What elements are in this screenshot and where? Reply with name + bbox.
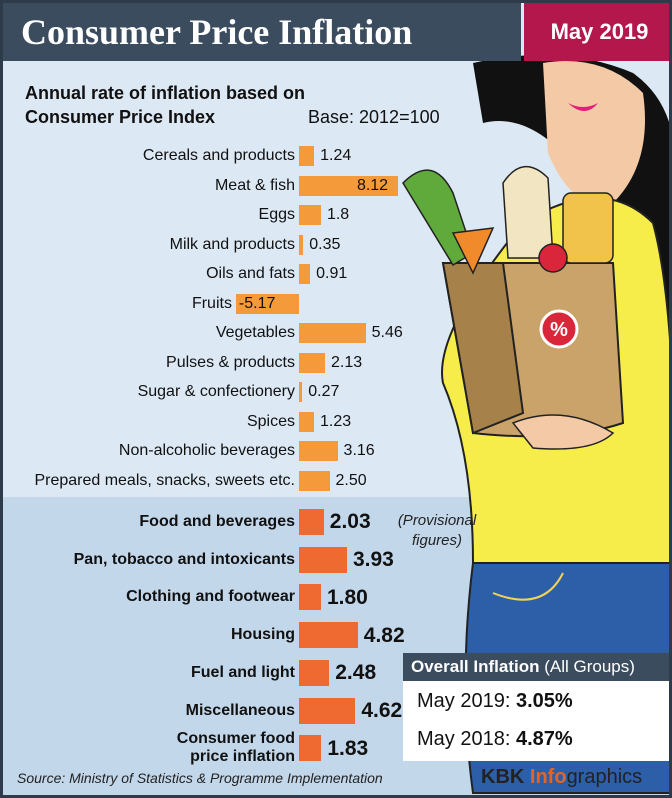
category-label: Sugar & confectionery (137, 383, 295, 400)
bar (299, 509, 324, 535)
illustration: % (402, 55, 669, 794)
value-label: 2.03 (329, 510, 371, 534)
category-label: Eggs (258, 206, 295, 223)
category-label: Prepared meals, snacks, sweets etc. (34, 471, 295, 489)
value-label: 0.91 (316, 265, 348, 283)
bar (299, 175, 399, 196)
row-label: May 2019: (417, 690, 511, 712)
bar (299, 735, 322, 762)
bar (299, 146, 315, 166)
category-label: Miscellaneous (185, 701, 295, 719)
value-label: 2.48 (335, 661, 377, 685)
value-label: 2.13 (330, 353, 363, 371)
date: May 2019 (524, 3, 669, 61)
category-label: Pulses & products (166, 353, 295, 371)
bar (235, 293, 299, 314)
bar (299, 205, 321, 225)
value-label: 1.8 (326, 206, 350, 224)
value-label: 1.80 (326, 585, 368, 609)
category-label: Housing (231, 626, 295, 644)
category-label: Clothing and footwear (126, 588, 295, 606)
note: (Provisional figures) (397, 512, 477, 549)
overall-row: May 2019: 3.05% (403, 681, 669, 719)
category-label: Meat & fish (214, 176, 295, 194)
bar (299, 441, 338, 461)
category-label: Spices (246, 412, 295, 430)
overall-header: Overall Inflation (All Groups) (403, 653, 669, 681)
row-value: 4.87% (515, 728, 573, 750)
category-label: Oils and fats (206, 265, 295, 282)
category-label: Non-alcoholic beverages (118, 442, 295, 459)
bar (299, 234, 304, 255)
value-label: 1.83 (327, 736, 369, 760)
bar (299, 546, 347, 573)
bar (299, 382, 303, 402)
row-label: May 2018: (417, 728, 511, 750)
bar (299, 697, 356, 724)
value-label: 1.23 (320, 412, 352, 430)
brand-highlight: Info (529, 766, 567, 788)
bar (299, 584, 321, 611)
value-label: 1.24 (320, 147, 352, 165)
category-label: Milk and products (169, 235, 295, 253)
value-label: 8.12 (356, 176, 389, 194)
row-value: 3.05% (515, 690, 573, 712)
value-label: 3.93 (352, 548, 394, 572)
brand-rest: graphics (566, 766, 643, 788)
category-label: Fruits (191, 294, 232, 312)
category-label: Pan, tobacco and intoxicants (73, 550, 295, 568)
overall-box: Overall Inflation (All Groups) May 2019:… (403, 653, 669, 761)
value-label: 0.27 (308, 383, 340, 401)
value-label: 4.82 (363, 623, 405, 647)
overall-scope: (All Groups) (544, 657, 635, 676)
source: Source: Ministry of Statistics & Program… (17, 770, 383, 786)
value-label: 4.62 (361, 698, 403, 722)
overall-title: Overall Inflation (411, 657, 540, 676)
value-label: 2.50 (335, 471, 367, 489)
value-label: 0.35 (309, 235, 341, 253)
bar (299, 323, 366, 343)
value-label: -5.17 (238, 294, 276, 312)
category-label: Food and beverages (139, 513, 295, 530)
title: Consumer Price Inflation (3, 3, 521, 61)
bar (299, 622, 358, 649)
bar (299, 470, 330, 491)
subtitle: Annual rate of inflation based on Consum… (25, 83, 306, 127)
category-label: Cereals and products (142, 147, 295, 164)
value-label: 5.46 (371, 324, 403, 342)
category-label: Fuel and light (191, 663, 295, 681)
overall-row: May 2018: 4.87% (403, 719, 669, 757)
base-note: Base: 2012=100 (308, 107, 440, 127)
brand: KBK Infographics (481, 766, 642, 789)
bar (299, 264, 311, 284)
category-label: Consumer food price inflation (176, 730, 295, 766)
bar (299, 659, 330, 686)
svg-text:%: % (550, 319, 568, 341)
value-label: 3.16 (343, 442, 375, 460)
category-label: Vegetables (215, 324, 295, 341)
brand-name: KBK (481, 766, 525, 788)
bar (299, 352, 325, 373)
bar (299, 411, 314, 432)
